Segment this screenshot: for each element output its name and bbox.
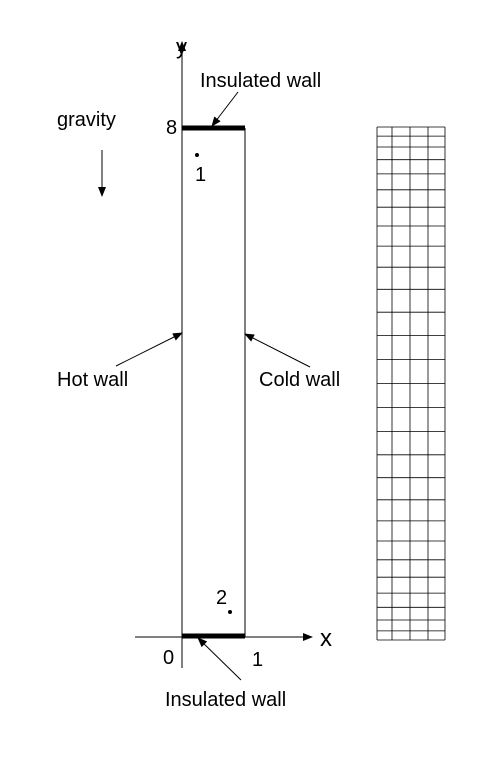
y-max-label: 8 — [166, 117, 177, 139]
cold-wall-label: Cold wall — [259, 369, 340, 391]
computational-mesh — [376, 126, 446, 641]
point-1-label: 1 — [195, 164, 206, 186]
y-axis-label: y — [176, 34, 187, 59]
bottom-wall-arrow — [197, 637, 242, 681]
bottom-wall-label: Insulated wall — [165, 689, 286, 711]
top-wall-label: Insulated wall — [200, 70, 321, 92]
gravity-label: gravity — [57, 109, 116, 131]
point-2-label: 2 — [216, 587, 227, 609]
point-2-marker — [228, 610, 232, 614]
x-axis-label: x — [320, 625, 332, 652]
x-max-label: 1 — [252, 649, 263, 671]
origin-label: 0 — [163, 647, 174, 669]
top-wall-arrow — [211, 91, 239, 127]
cold-wall-arrow — [244, 333, 311, 368]
point-1-marker — [195, 153, 199, 157]
hot-wall-arrow — [115, 332, 183, 367]
hot-wall-label: Hot wall — [57, 369, 128, 391]
